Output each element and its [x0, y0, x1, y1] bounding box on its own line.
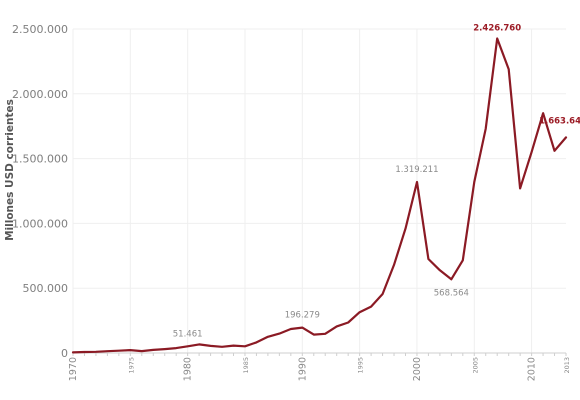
x-tick-label: 1985	[242, 357, 250, 374]
series-line	[71, 37, 568, 354]
annotation-layer: 51.461 196.279 1.319.211 568.564 2.426.760 1.…	[173, 23, 580, 339]
grid	[72, 28, 566, 354]
series-layer	[71, 37, 568, 354]
x-axis-ticks: 1970 1980 1990 2000 2010 1975 1985 1995 2005 2013	[68, 353, 571, 381]
x-tick-label: 1970	[68, 357, 79, 381]
y-tick-label: 2.500.000	[12, 23, 68, 36]
data-label-highlight: 2.426.760	[473, 23, 521, 33]
x-tick-label: 1995	[357, 357, 365, 374]
x-tick-label: 2010	[527, 357, 538, 381]
x-tick-label: 2000	[412, 357, 423, 381]
y-axis-label: Millones USD corrientes	[4, 99, 16, 241]
x-tick-label: 1990	[297, 357, 308, 381]
y-axis: 0 500.000 1.000.000 1.500.000 2.000.000 2.500…	[12, 23, 68, 360]
x-tick-label: 2013	[563, 357, 571, 374]
x-tick-label: 1975	[127, 357, 135, 374]
y-tick-label: 500.000	[23, 282, 69, 295]
x-tick-label: 2005	[471, 357, 479, 374]
y-tick-label: 0	[61, 347, 68, 360]
data-label: 1.319.211	[395, 165, 438, 175]
data-label: 568.564	[434, 288, 469, 298]
x-tick-label: 1980	[183, 357, 194, 381]
y-tick-label: 1.500.000	[12, 153, 68, 166]
y-tick-label: 2.000.000	[12, 88, 68, 101]
data-label-highlight: 1.663.644	[539, 116, 580, 126]
y-tick-label: 1.000.000	[12, 217, 68, 230]
data-label: 51.461	[173, 329, 203, 339]
data-label: 196.279	[285, 311, 320, 321]
